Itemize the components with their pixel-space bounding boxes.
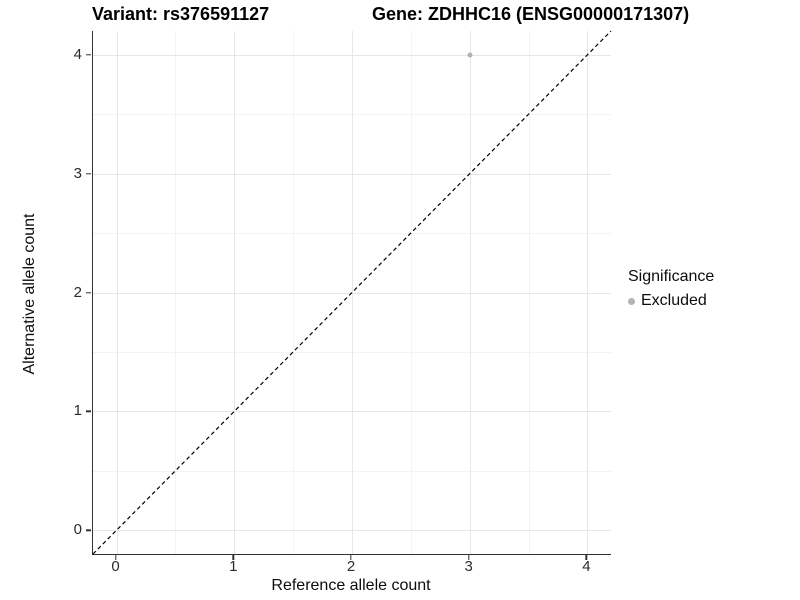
x-tickmark: [232, 555, 234, 560]
y-tickmark: [86, 291, 91, 294]
gridline-major-h: [93, 530, 611, 532]
plot-title-variant: Variant: rs376591127: [92, 4, 270, 24]
legend: Significance Excluded: [628, 268, 714, 310]
x-tickmark: [114, 555, 117, 560]
x-tickmark: [585, 555, 588, 560]
legend-item-label: Excluded: [641, 292, 707, 309]
y-tick-label: 3: [73, 164, 82, 182]
gridline-major-h: [93, 411, 611, 413]
x-axis-title: Reference allele count: [271, 577, 431, 594]
y-tick-label: 0: [73, 521, 82, 539]
x-axis-ticklabels: 0 1 2 3 4: [92, 559, 610, 575]
y-tick-label: 1: [73, 402, 82, 420]
legend-title: Significance: [628, 268, 715, 285]
y-axis-tickmarks: [86, 31, 91, 554]
y-tickmark: [86, 172, 91, 175]
x-tick-label: 4: [582, 558, 591, 575]
y-tick-label: 4: [73, 45, 82, 63]
y-axis-ticklabels: 0 1 2 3 4: [56, 31, 82, 554]
gridline-major-h: [93, 173, 611, 175]
y-tick-label: 2: [73, 283, 82, 301]
legend-item: Excluded: [628, 292, 714, 310]
data-point: [467, 52, 473, 58]
plot-title-gene: Gene: ZDHHC16 (ENSG00000171307): [372, 4, 690, 24]
x-tickmark: [468, 555, 470, 560]
legend-point-icon: [628, 297, 635, 305]
x-tick-label: 2: [346, 558, 356, 575]
x-tickmark: [350, 555, 352, 560]
plot-panel: [92, 30, 612, 555]
identity-dashed-line: [92, 30, 612, 555]
x-tick-label: 3: [464, 558, 473, 575]
x-axis-tickmarks: [92, 555, 610, 560]
y-tickmark: [86, 410, 91, 413]
x-tick-label: 1: [229, 558, 238, 575]
y-tickmark: [86, 529, 91, 531]
y-axis-title: Alternative allele count: [21, 213, 38, 375]
x-tick-label: 0: [111, 558, 120, 575]
y-tickmark: [86, 54, 91, 56]
gridline-major-h: [93, 54, 611, 56]
